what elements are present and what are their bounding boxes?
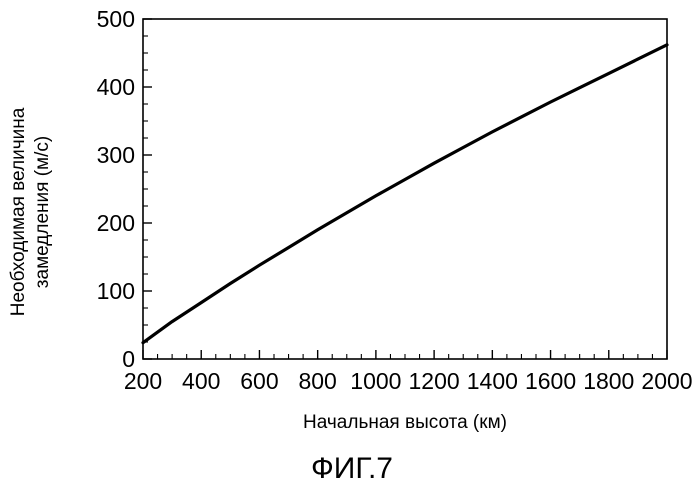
- x-tick-label: 1400: [467, 368, 518, 394]
- x-tick-label: 400: [182, 368, 220, 394]
- figure-caption: ФИГ.7: [311, 452, 393, 485]
- y-tick-label: 300: [97, 142, 135, 168]
- x-tick-label: 1800: [583, 368, 634, 394]
- x-tick-label: 600: [240, 368, 278, 394]
- y-axis-label-line-1: Необходимая величина: [8, 107, 29, 316]
- y-tick-label: 0: [122, 346, 135, 372]
- y-tick-label: 100: [97, 278, 135, 304]
- x-tick-label: 1600: [525, 368, 576, 394]
- y-tick-label: 200: [97, 210, 135, 236]
- x-tick-label: 1000: [350, 368, 401, 394]
- x-axis-ticks: 200400600800100012001400160018002000: [124, 350, 693, 394]
- y-tick-label: 400: [97, 74, 135, 100]
- plot-frame: [143, 19, 667, 359]
- x-tick-label: 1200: [409, 368, 460, 394]
- y-axis-label-line-2: замедления (м/с): [32, 136, 53, 288]
- series-line: [143, 45, 667, 343]
- x-tick-label: 2000: [641, 368, 692, 394]
- x-tick-label: 800: [298, 368, 336, 394]
- x-axis-label: Начальная высота (км): [303, 412, 507, 433]
- y-tick-label: 500: [97, 6, 135, 32]
